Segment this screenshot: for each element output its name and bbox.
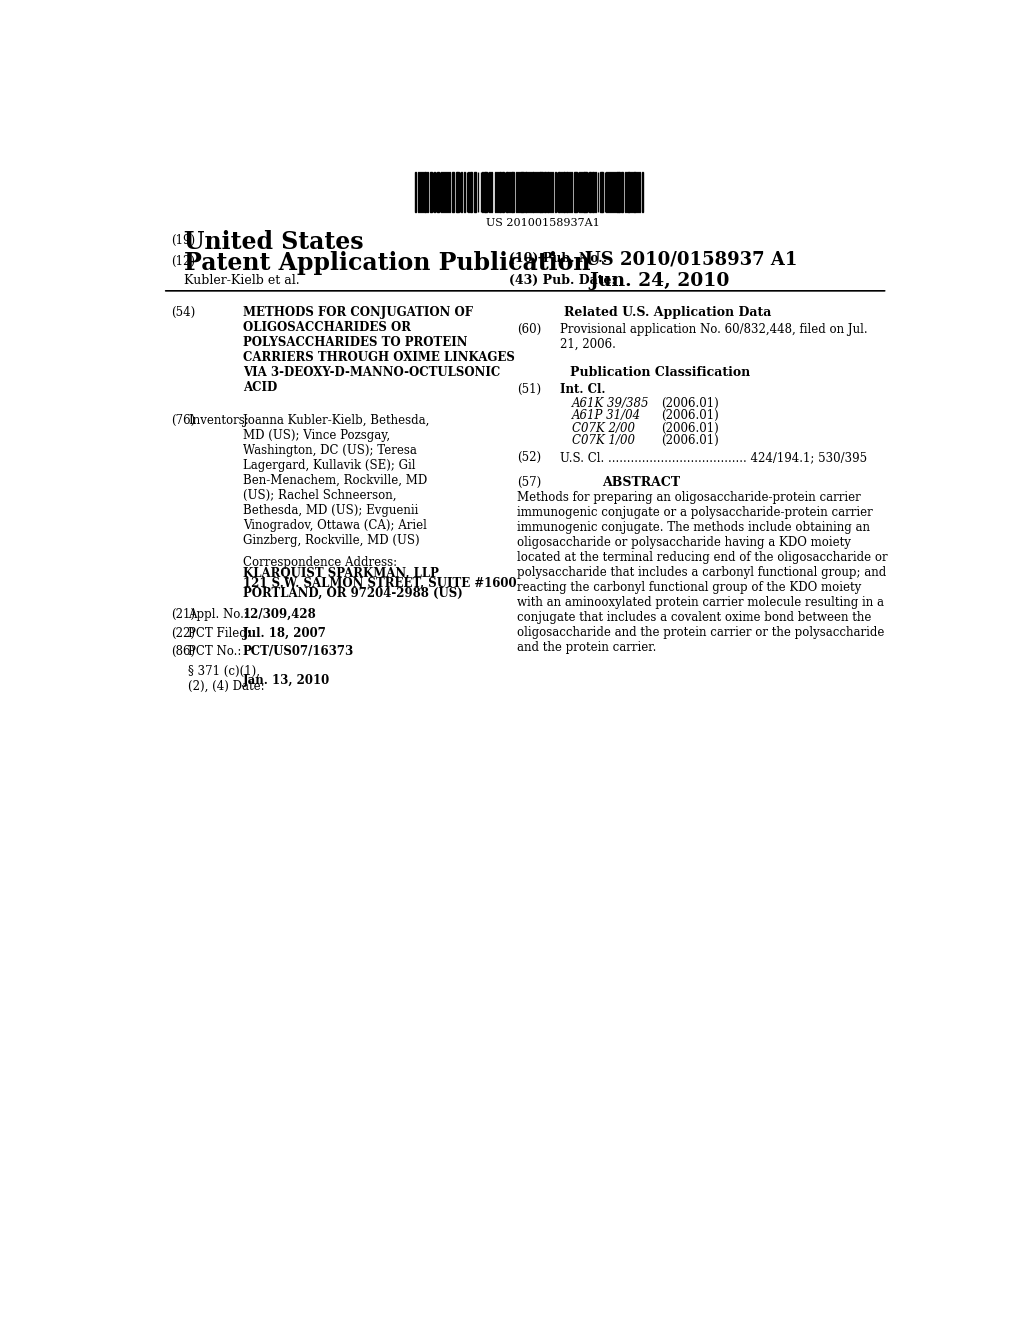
Text: (54): (54) xyxy=(171,306,195,319)
Bar xyxy=(574,172,577,213)
Text: (57): (57) xyxy=(517,475,542,488)
Text: Kubler-Kielb et al.: Kubler-Kielb et al. xyxy=(183,275,299,286)
Bar xyxy=(485,172,486,213)
Bar xyxy=(621,172,624,213)
Bar xyxy=(500,172,501,213)
Text: (12): (12) xyxy=(171,255,195,268)
Text: Jun. 24, 2010: Jun. 24, 2010 xyxy=(589,272,729,290)
Text: (60): (60) xyxy=(517,323,542,337)
Text: A61P 31/04: A61P 31/04 xyxy=(572,409,641,422)
Text: (21): (21) xyxy=(171,609,195,622)
Bar xyxy=(452,172,455,213)
Bar xyxy=(506,172,508,213)
Text: Related U.S. Application Data: Related U.S. Application Data xyxy=(563,306,771,319)
Bar xyxy=(424,172,426,213)
Text: Methods for preparing an oligosaccharide-protein carrier
immunogenic conjugate o: Methods for preparing an oligosaccharide… xyxy=(517,491,888,653)
Bar xyxy=(437,172,438,213)
Text: (19): (19) xyxy=(171,234,195,247)
Text: (86): (86) xyxy=(171,645,195,659)
Bar xyxy=(474,172,476,213)
Bar xyxy=(642,172,643,213)
Text: PCT/US07/16373: PCT/US07/16373 xyxy=(243,645,354,659)
Bar xyxy=(470,172,472,213)
Text: 12/309,428: 12/309,428 xyxy=(243,609,316,622)
Text: (76): (76) xyxy=(171,414,195,428)
Bar xyxy=(616,172,618,213)
Text: A61K 39/385: A61K 39/385 xyxy=(572,397,649,411)
Bar xyxy=(585,172,587,213)
Bar xyxy=(600,172,601,213)
Text: Publication Classification: Publication Classification xyxy=(569,367,750,379)
Bar xyxy=(552,172,554,213)
Bar xyxy=(512,172,514,213)
Text: (51): (51) xyxy=(517,383,541,396)
Text: ABSTRACT: ABSTRACT xyxy=(602,475,680,488)
Text: (43) Pub. Date:: (43) Pub. Date: xyxy=(509,275,616,286)
Text: (2006.01): (2006.01) xyxy=(662,422,719,434)
Bar xyxy=(581,172,583,213)
Text: (52): (52) xyxy=(517,451,541,465)
Text: Provisional application No. 60/832,448, filed on Jul.
21, 2006.: Provisional application No. 60/832,448, … xyxy=(560,323,868,351)
Bar xyxy=(566,172,568,213)
Bar xyxy=(633,172,636,213)
Text: US 2010/0158937 A1: US 2010/0158937 A1 xyxy=(586,251,798,269)
Text: C07K 1/00: C07K 1/00 xyxy=(572,434,635,447)
Text: U.S. Cl. ..................................... 424/194.1; 530/395: U.S. Cl. ...............................… xyxy=(560,451,867,465)
Text: Patent Application Publication: Patent Application Publication xyxy=(183,251,590,275)
Text: PORTLAND, OR 97204-2988 (US): PORTLAND, OR 97204-2988 (US) xyxy=(243,586,463,599)
Bar xyxy=(611,172,613,213)
Text: (2006.01): (2006.01) xyxy=(662,397,719,411)
Bar xyxy=(607,172,609,213)
Text: C07K 2/00: C07K 2/00 xyxy=(572,422,635,434)
Text: PCT Filed:: PCT Filed: xyxy=(188,627,251,640)
Text: (2006.01): (2006.01) xyxy=(662,434,719,447)
Bar xyxy=(550,172,551,213)
Text: Jul. 18, 2007: Jul. 18, 2007 xyxy=(243,627,327,640)
Bar xyxy=(495,172,496,213)
Bar xyxy=(446,172,449,213)
Text: Int. Cl.: Int. Cl. xyxy=(560,383,606,396)
Bar xyxy=(614,172,615,213)
Bar xyxy=(639,172,640,213)
Bar xyxy=(503,172,504,213)
Bar xyxy=(520,172,521,213)
Bar xyxy=(458,172,459,213)
Text: (10) Pub. No.:: (10) Pub. No.: xyxy=(509,252,607,265)
Text: Jan. 13, 2010: Jan. 13, 2010 xyxy=(243,675,330,688)
Text: Joanna Kubler-Kielb, Bethesda,
MD (US); Vince Pozsgay,
Washington, DC (US); Tere: Joanna Kubler-Kielb, Bethesda, MD (US); … xyxy=(243,414,429,546)
Bar xyxy=(522,172,524,213)
Bar xyxy=(592,172,594,213)
Text: United States: United States xyxy=(183,230,364,253)
Bar xyxy=(547,172,549,213)
Bar xyxy=(589,172,592,213)
Text: § 371 (c)(1),
(2), (4) Date:: § 371 (c)(1), (2), (4) Date: xyxy=(188,664,265,692)
Bar xyxy=(515,172,517,213)
Bar xyxy=(418,172,420,213)
Text: KLARQUIST SPARKMAN, LLP: KLARQUIST SPARKMAN, LLP xyxy=(243,566,438,579)
Bar xyxy=(531,172,535,213)
Text: US 20100158937A1: US 20100158937A1 xyxy=(485,218,599,228)
Bar xyxy=(544,172,546,213)
Text: Appl. No.:: Appl. No.: xyxy=(188,609,249,622)
Text: (2006.01): (2006.01) xyxy=(662,409,719,422)
Text: 121 S.W. SALMON STREET, SUITE #1600: 121 S.W. SALMON STREET, SUITE #1600 xyxy=(243,577,516,590)
Bar xyxy=(541,172,543,213)
Text: Correspondence Address:: Correspondence Address: xyxy=(243,556,397,569)
Text: PCT No.:: PCT No.: xyxy=(188,645,242,659)
Bar xyxy=(558,172,560,213)
Text: (22): (22) xyxy=(171,627,195,640)
Text: Inventors:: Inventors: xyxy=(188,414,249,428)
Bar xyxy=(627,172,629,213)
Bar xyxy=(430,172,432,213)
Text: METHODS FOR CONJUGATION OF
OLIGOSACCHARIDES OR
POLYSACCHARIDES TO PROTEIN
CARRIE: METHODS FOR CONJUGATION OF OLIGOSACCHARI… xyxy=(243,306,515,395)
